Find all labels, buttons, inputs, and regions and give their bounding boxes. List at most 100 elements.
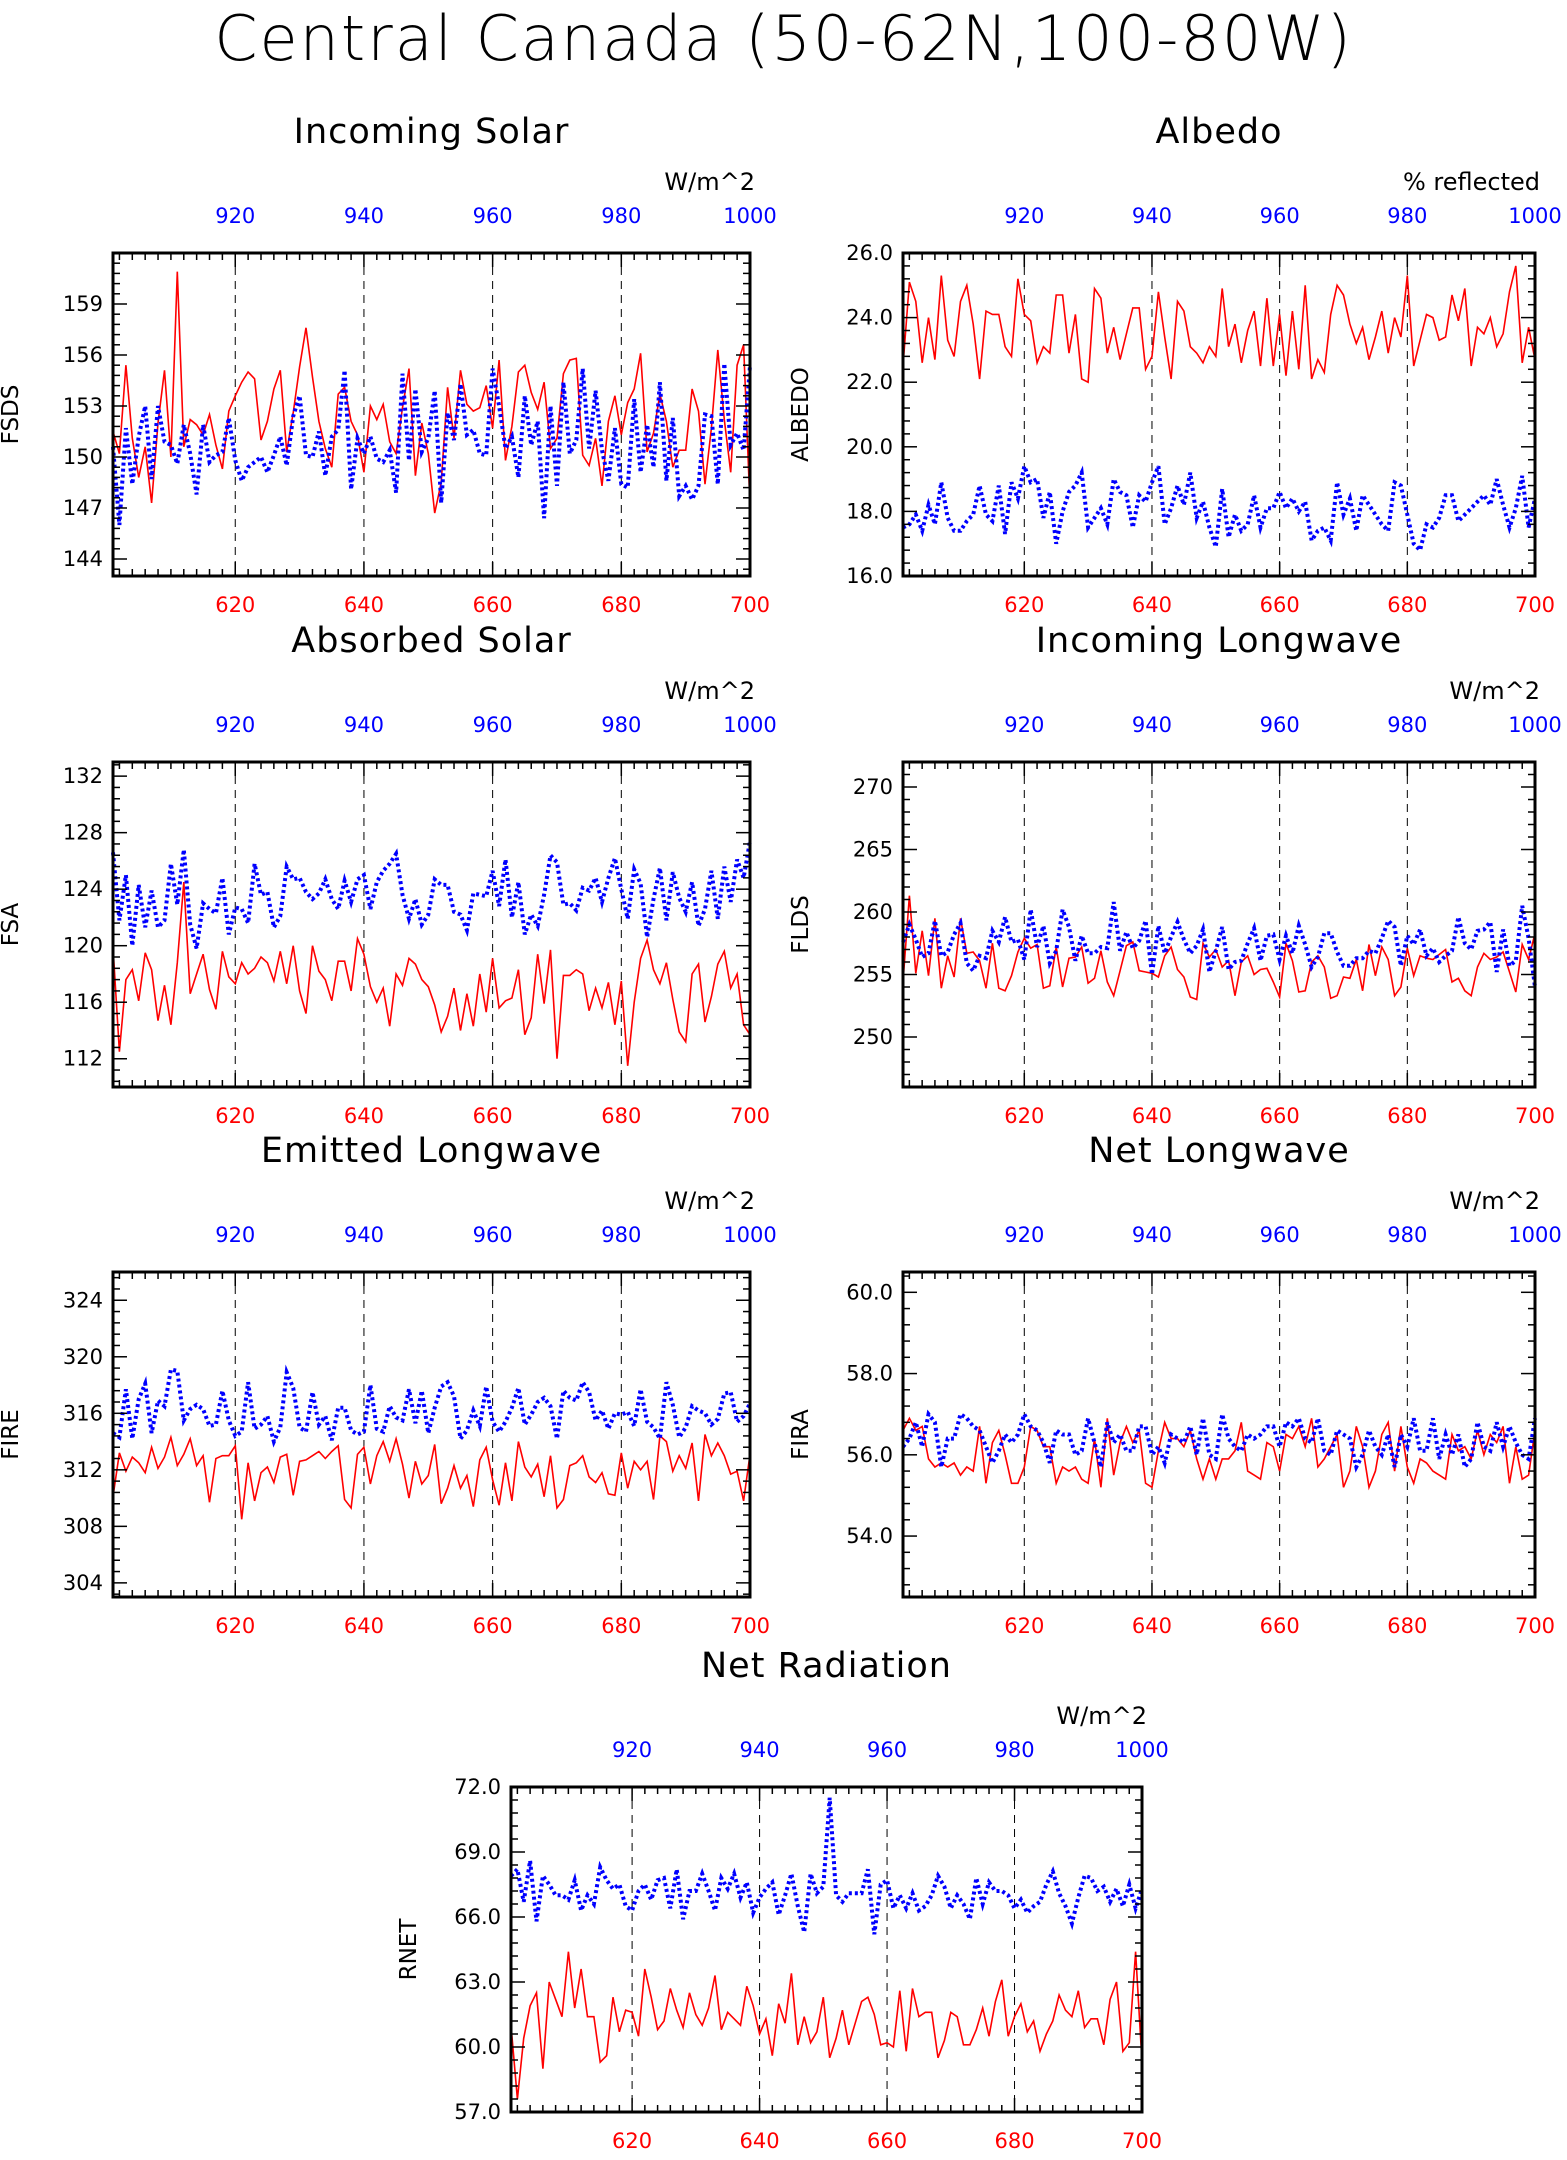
y-tick-label: 24.0 bbox=[846, 306, 893, 330]
bottom-x-tick-label: 620 bbox=[612, 2129, 652, 2153]
top-x-tick-label: 980 bbox=[601, 204, 641, 228]
panel-title: Net Longwave bbox=[1088, 1131, 1350, 1171]
y-tick-label: 57.0 bbox=[454, 2100, 501, 2124]
bottom-x-tick-label: 640 bbox=[344, 1104, 384, 1128]
y-axis-label: FLDS bbox=[788, 895, 814, 953]
top-x-tick-label: 960 bbox=[867, 1738, 907, 1762]
bottom-x-tick-label: 640 bbox=[1132, 1614, 1172, 1638]
bottom-x-tick-label: 660 bbox=[1260, 1614, 1300, 1638]
bottom-x-tick-label: 660 bbox=[473, 1104, 513, 1128]
plot-frame bbox=[901, 251, 1537, 578]
unit-label: W/m^2 bbox=[1449, 677, 1540, 705]
panel-title: Incoming Longwave bbox=[1036, 621, 1403, 661]
bottom-x-tick-label: 620 bbox=[215, 1104, 255, 1128]
y-tick-label: 316 bbox=[63, 1401, 103, 1425]
page-title: Central Canada (50-62N,100-80W) bbox=[214, 2, 1353, 75]
top-x-tick-label: 980 bbox=[1387, 713, 1427, 737]
y-tick-label: 132 bbox=[63, 764, 103, 788]
bottom-x-tick-label: 640 bbox=[344, 593, 384, 617]
bottom-x-tick-label: 640 bbox=[1132, 1104, 1172, 1128]
bottom-x-tick-label: 680 bbox=[601, 1614, 641, 1638]
y-tick-label: 150 bbox=[63, 445, 103, 469]
y-tick-label: 66.0 bbox=[454, 1905, 501, 1929]
bottom-x-tick-label: 680 bbox=[1387, 1104, 1427, 1128]
y-tick-label: 60.0 bbox=[454, 2035, 501, 2059]
top-x-tick-label: 980 bbox=[994, 1738, 1034, 1762]
top-x-tick-label: 920 bbox=[612, 1738, 652, 1762]
top-x-tick-label: 1000 bbox=[723, 1223, 776, 1247]
unit-label: % reflected bbox=[1403, 168, 1540, 196]
bottom-axis-series-line bbox=[112, 1434, 751, 1520]
y-axis-label: FSA bbox=[0, 902, 24, 946]
y-axis-label: FIRE bbox=[0, 1409, 24, 1460]
panel-incoming-solar: Incoming Solar 144 147 150 153 156 159 620 640 66… bbox=[0, 112, 777, 617]
bottom-x-tick-label: 620 bbox=[1004, 593, 1044, 617]
y-tick-label: 144 bbox=[63, 547, 103, 571]
y-tick-label: 260 bbox=[853, 900, 893, 924]
top-axis-series-line bbox=[901, 1409, 1537, 1473]
top-x-tick-label: 980 bbox=[601, 713, 641, 737]
y-tick-label: 324 bbox=[63, 1288, 103, 1312]
bottom-x-tick-label: 620 bbox=[1004, 1614, 1044, 1638]
y-tick-label: 69.0 bbox=[454, 1840, 501, 1864]
plot-frame bbox=[111, 760, 752, 1089]
top-x-tick-label: 940 bbox=[1132, 1223, 1172, 1247]
y-tick-label: 58.0 bbox=[846, 1362, 893, 1386]
top-x-tick-label: 980 bbox=[1387, 204, 1427, 228]
panel-title: Albedo bbox=[1155, 112, 1282, 152]
unit-label: W/m^2 bbox=[664, 168, 755, 196]
plot-frame bbox=[901, 760, 1537, 1089]
y-tick-label: 120 bbox=[63, 934, 103, 958]
top-x-tick-label: 960 bbox=[1260, 713, 1300, 737]
bottom-x-tick-label: 700 bbox=[730, 593, 770, 617]
y-tick-label: 250 bbox=[853, 1025, 893, 1049]
y-axis-label: ALBEDO bbox=[788, 367, 814, 462]
top-x-tick-label: 960 bbox=[1260, 1223, 1300, 1247]
top-x-tick-label: 960 bbox=[473, 1223, 513, 1247]
panel-incoming-longwave: Incoming Longwave 250 255 260 265 270 620 640 66… bbox=[788, 621, 1562, 1128]
y-tick-label: 16.0 bbox=[846, 564, 893, 588]
bottom-x-tick-label: 620 bbox=[215, 593, 255, 617]
plot-frame bbox=[901, 1270, 1537, 1599]
top-x-tick-label: 1000 bbox=[1508, 1223, 1561, 1247]
panel-absorbed-solar: Absorbed Solar 112 116 120 124 128 132 620 640 66… bbox=[0, 621, 777, 1128]
y-tick-label: 63.0 bbox=[454, 1970, 501, 1994]
top-x-tick-label: 980 bbox=[601, 1223, 641, 1247]
unit-label: W/m^2 bbox=[1056, 1702, 1147, 1730]
bottom-x-tick-label: 700 bbox=[730, 1104, 770, 1128]
y-tick-label: 20.0 bbox=[846, 435, 893, 459]
unit-label: W/m^2 bbox=[664, 677, 755, 705]
y-tick-label: 54.0 bbox=[846, 1524, 893, 1548]
y-tick-label: 159 bbox=[63, 292, 103, 316]
bottom-x-tick-label: 700 bbox=[1515, 593, 1555, 617]
panel-emitted-longwave: Emitted Longwave 304 308 312 316 320 324 620 640… bbox=[0, 1131, 777, 1638]
y-tick-label: 112 bbox=[63, 1047, 103, 1071]
top-axis-series-line bbox=[111, 1364, 752, 1448]
bottom-x-tick-label: 680 bbox=[994, 2129, 1034, 2153]
plot-frame bbox=[111, 1270, 752, 1599]
top-axis-series-line bbox=[901, 901, 1537, 988]
top-x-tick-label: 940 bbox=[344, 204, 384, 228]
top-x-tick-label: 940 bbox=[1132, 204, 1172, 228]
panel-albedo: Albedo 16.0 18.0 20.0 22.0 24.0 26.0 620 640 660 6… bbox=[788, 112, 1562, 617]
y-tick-label: 147 bbox=[63, 496, 103, 520]
top-axis-series-line bbox=[902, 459, 1537, 555]
top-x-tick-label: 960 bbox=[473, 713, 513, 737]
top-axis-series-line bbox=[111, 363, 752, 526]
panel-net-longwave: Net Longwave 54.0 56.0 58.0 60.0 620 640 660 680… bbox=[788, 1131, 1562, 1638]
plot-frame bbox=[509, 1785, 1144, 2114]
bottom-axis-series-line bbox=[902, 895, 1536, 1001]
y-tick-label: 26.0 bbox=[846, 241, 893, 265]
bottom-x-tick-label: 700 bbox=[1515, 1104, 1555, 1128]
bottom-x-tick-label: 680 bbox=[1387, 593, 1427, 617]
plot-frame bbox=[111, 251, 752, 578]
y-tick-label: 128 bbox=[63, 821, 103, 845]
y-tick-label: 312 bbox=[63, 1458, 103, 1482]
bottom-x-tick-label: 640 bbox=[344, 1614, 384, 1638]
bottom-x-tick-label: 640 bbox=[740, 2129, 780, 2153]
top-x-tick-label: 1000 bbox=[1508, 204, 1561, 228]
bottom-x-tick-label: 660 bbox=[867, 2129, 907, 2153]
y-tick-label: 308 bbox=[63, 1514, 103, 1538]
top-x-tick-label: 960 bbox=[1260, 204, 1300, 228]
y-tick-label: 156 bbox=[63, 343, 103, 367]
